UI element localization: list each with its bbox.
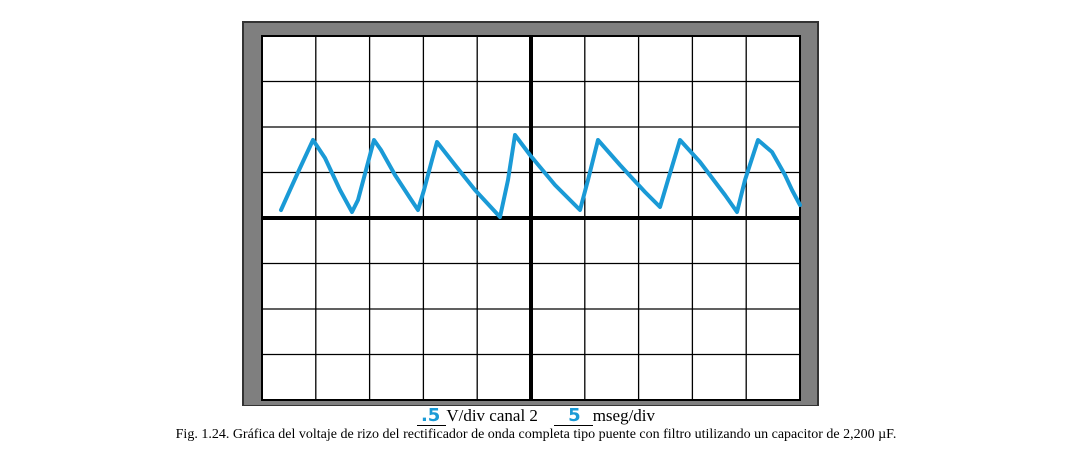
oscilloscope-screen [242,21,819,406]
volts-unit: V/div canal 2 [446,406,538,425]
scale-labels: .5 V/div canal 2 5 mseg/div [0,406,1072,426]
figure-caption: Fig. 1.24. Gráfica del voltaje de rizo d… [175,427,897,442]
ripple-waveform [279,133,802,219]
time-value: 5 [554,407,593,426]
volts-value: .5 [416,407,447,426]
time-unit: mseg/div [592,406,656,425]
